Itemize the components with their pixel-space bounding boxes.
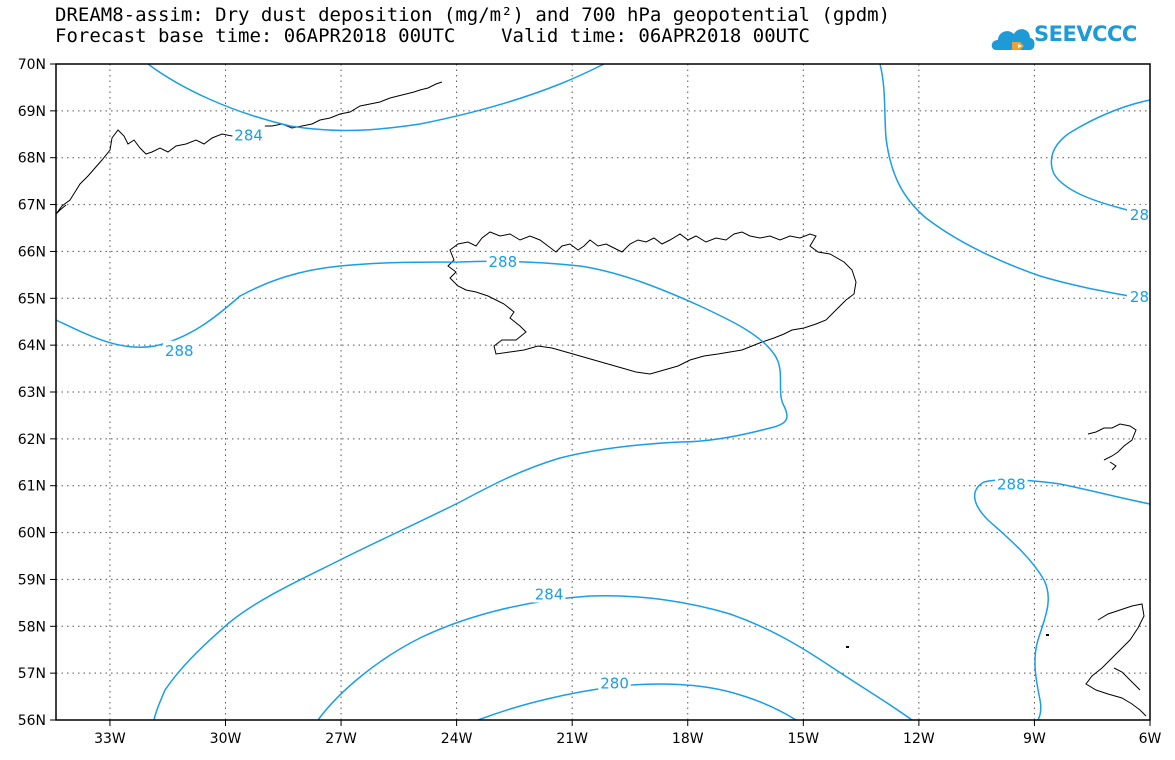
- lon-tick-label: 30W: [210, 731, 242, 747]
- contour-label: 284: [234, 126, 263, 144]
- lat-tick-label: 56N: [18, 713, 46, 729]
- contour-labels: 284 288 288 284 280 288 28 28: [163, 125, 1150, 693]
- contour-label: 280: [600, 675, 629, 693]
- iceland-coast: [447, 231, 857, 375]
- lat-tick-label: 68N: [18, 151, 46, 167]
- contour-label: 28: [1130, 288, 1149, 306]
- lat-tick-label: 69N: [18, 104, 46, 120]
- contour-label-bg: [598, 673, 631, 692]
- logo-text: SEEVCCC: [1034, 22, 1137, 46]
- contour-label: 28: [1130, 206, 1149, 224]
- contour-label-bg: [163, 340, 196, 359]
- contour-east-ridge: [879, 63, 1151, 301]
- graticule: [56, 64, 1150, 720]
- lat-tick-label: 65N: [18, 291, 46, 307]
- faroe-islands: [1087, 423, 1137, 471]
- lat-tick-label: 58N: [18, 619, 46, 635]
- lat-tick-label: 64N: [18, 338, 46, 354]
- contour-label: 284: [535, 585, 564, 603]
- lon-tick-label: 27W: [325, 731, 357, 747]
- contour-284-south: [317, 594, 913, 721]
- contour-288-main: [55, 260, 788, 721]
- contour-label-bg: [995, 474, 1028, 493]
- chart-title-line2: Forecast base time: 06APR2018 00UTC Vali…: [55, 25, 810, 47]
- lat-tick-label: 66N: [18, 244, 46, 260]
- lon-tick-label: 15W: [787, 731, 819, 747]
- lat-tick-label: 62N: [18, 432, 46, 448]
- contour-284-north: [147, 63, 605, 132]
- lat-tick-label: 60N: [18, 526, 46, 542]
- greenland-coast: [55, 81, 443, 215]
- lon-tick-label: 6W: [1139, 731, 1162, 747]
- lat-tick-label: 67N: [18, 198, 46, 214]
- axis-ticks: 33W 30W 27W 24W 21W 18W 15W 12W 9W 6W 70N 69N 68N 67N…: [18, 57, 1162, 747]
- cloud-logo-icon: [991, 29, 1035, 50]
- lat-tick-label: 70N: [18, 57, 46, 73]
- lat-tick-label: 61N: [18, 479, 46, 495]
- contour-label: 288: [997, 475, 1026, 493]
- contour-label: 288: [165, 342, 194, 360]
- contour-280-south: [477, 683, 797, 721]
- lon-tick-label: 9W: [1023, 731, 1046, 747]
- lon-tick-label: 33W: [94, 731, 126, 747]
- contour-label-bg: [232, 125, 265, 144]
- contour-label-bg: [1127, 204, 1150, 223]
- lon-tick-label: 18W: [672, 731, 704, 747]
- contour-label: 288: [489, 253, 518, 271]
- lon-tick-label: 21W: [556, 731, 588, 747]
- contour-label-bg: [532, 584, 566, 603]
- lon-tick-label: 12W: [903, 731, 935, 747]
- lat-tick-label: 63N: [18, 385, 46, 401]
- lat-tick-label: 59N: [18, 572, 46, 588]
- lon-tick-label: 24W: [441, 731, 473, 747]
- chart-title-line1: DREAM8-assim: Dry dust deposition (mg/m²…: [55, 4, 891, 26]
- island-speck: [1046, 634, 1049, 636]
- coastlines: [55, 81, 1147, 717]
- scotland-coast: [1085, 603, 1147, 717]
- contour-label-bg: [486, 251, 520, 270]
- contour-288-east: [974, 479, 1151, 721]
- island-speck: [846, 646, 849, 648]
- lat-tick-label: 57N: [18, 666, 46, 682]
- contour-label-bg: [1127, 286, 1150, 305]
